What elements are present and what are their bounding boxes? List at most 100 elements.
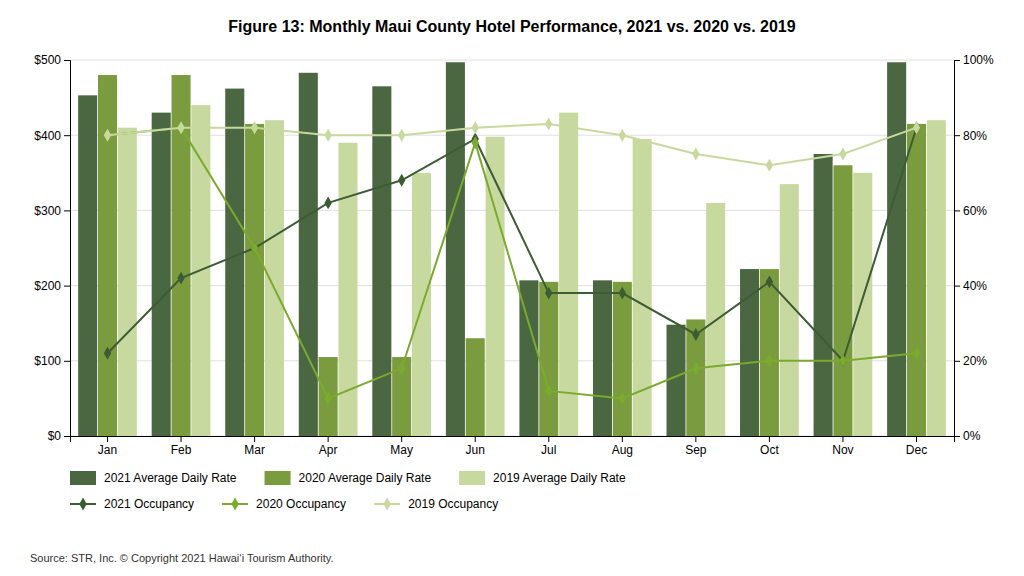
tick: Jun xyxy=(466,436,485,457)
line xyxy=(108,128,917,399)
bar xyxy=(392,357,411,436)
tick: $100 xyxy=(34,354,70,368)
tick: Aug xyxy=(612,436,633,457)
bar xyxy=(740,269,759,436)
tick-label: 80% xyxy=(963,129,987,143)
grid xyxy=(70,60,954,436)
marker xyxy=(913,121,920,134)
tick-label: $0 xyxy=(48,429,62,443)
tick-label: Mar xyxy=(244,443,265,457)
tick-mark xyxy=(954,436,960,437)
tick-mark xyxy=(475,436,476,442)
legend-label: 2021 Average Daily Rate xyxy=(104,471,237,485)
tick-label: Sep xyxy=(685,443,707,457)
tick: 0% xyxy=(954,429,981,443)
tick-mark xyxy=(954,361,960,362)
marker xyxy=(104,129,111,142)
legend-item: 2021 Occupancy xyxy=(70,497,194,511)
legend-swatch xyxy=(265,471,291,485)
tick: Nov xyxy=(832,436,853,457)
marker xyxy=(692,362,699,375)
grid-line xyxy=(70,60,954,61)
tick-mark xyxy=(954,60,960,61)
marker xyxy=(104,347,111,360)
bar-series xyxy=(78,62,906,436)
bar xyxy=(667,325,686,436)
tick: May xyxy=(390,436,413,457)
tick-mark xyxy=(254,436,255,442)
line xyxy=(108,124,917,165)
tick: Jul xyxy=(541,436,556,457)
legend-item: 2020 Average Daily Rate xyxy=(265,471,432,485)
tick-mark xyxy=(328,436,329,442)
tick-mark xyxy=(916,436,917,442)
legend-label: 2019 Average Daily Rate xyxy=(493,471,626,485)
marker xyxy=(839,354,846,367)
marker xyxy=(398,174,405,187)
bar xyxy=(98,75,117,436)
bar xyxy=(466,338,485,436)
tick: 40% xyxy=(954,279,987,293)
tick-mark xyxy=(64,436,70,437)
tick-label: Jul xyxy=(541,443,556,457)
bar xyxy=(245,124,264,436)
legend: 2021 Average Daily Rate 2020 Average Dail… xyxy=(70,471,626,511)
tick-mark xyxy=(622,436,623,442)
marker xyxy=(324,392,331,405)
marker xyxy=(177,121,184,134)
tick: $200 xyxy=(34,279,70,293)
title: Figure 13: Monthly Maui County Hotel Per… xyxy=(228,18,795,35)
tick: Dec xyxy=(906,436,927,457)
bar xyxy=(633,139,652,436)
tick-label: $100 xyxy=(34,354,61,368)
tick: 100% xyxy=(954,53,994,67)
marker xyxy=(104,129,111,142)
bar-series xyxy=(98,75,926,436)
marker xyxy=(619,392,626,405)
bar xyxy=(559,113,578,436)
plot: JanFebMarAprMayJunJulAugSepOctNovDec$0$1… xyxy=(34,53,994,456)
tick-mark xyxy=(64,361,70,362)
line xyxy=(108,128,917,361)
tick-label: Oct xyxy=(760,443,779,457)
tick-label: $400 xyxy=(34,129,61,143)
legend-item: 2019 Average Daily Rate xyxy=(459,471,626,485)
axis-line xyxy=(71,437,955,443)
tick: Apr xyxy=(319,436,338,457)
legend-label: 2019 Occupancy xyxy=(408,497,498,511)
tick-mark xyxy=(954,135,960,136)
bar xyxy=(78,95,97,436)
marker xyxy=(324,196,331,209)
tick-mark xyxy=(64,286,70,287)
legend-swatch xyxy=(70,471,96,485)
bar xyxy=(446,62,465,436)
tick: $0 xyxy=(48,429,70,443)
bar-series xyxy=(118,105,946,436)
bar xyxy=(265,120,284,436)
bar xyxy=(613,282,632,436)
tick-label: $500 xyxy=(34,53,61,67)
legend-item: 2019 Occupancy xyxy=(374,497,498,511)
tick-mark xyxy=(107,436,108,442)
y2-axis: 0% 20% 40% 60% 80% 100% xyxy=(954,53,994,443)
axis-line xyxy=(64,61,71,437)
marker xyxy=(177,272,184,285)
tick-label: Jun xyxy=(466,443,485,457)
legend-label: 2020 Occupancy xyxy=(256,497,346,511)
x-axis: JanFebMarAprMayJunJulAugSepOctNovDec xyxy=(71,436,955,457)
tick: 60% xyxy=(954,204,987,218)
tick-mark xyxy=(842,436,843,442)
tick-mark xyxy=(954,286,960,287)
tick-label: 20% xyxy=(963,354,987,368)
tick-label: 0% xyxy=(963,429,981,443)
tick-label: Apr xyxy=(319,443,338,457)
legend-swatch xyxy=(459,471,485,485)
bar xyxy=(299,73,318,436)
bar xyxy=(372,86,391,436)
tick-label: Jan xyxy=(98,443,117,457)
marker xyxy=(177,121,184,134)
bar xyxy=(887,62,906,436)
tick-label: 40% xyxy=(963,279,987,293)
line-series xyxy=(104,117,920,171)
tick-mark xyxy=(401,436,402,442)
